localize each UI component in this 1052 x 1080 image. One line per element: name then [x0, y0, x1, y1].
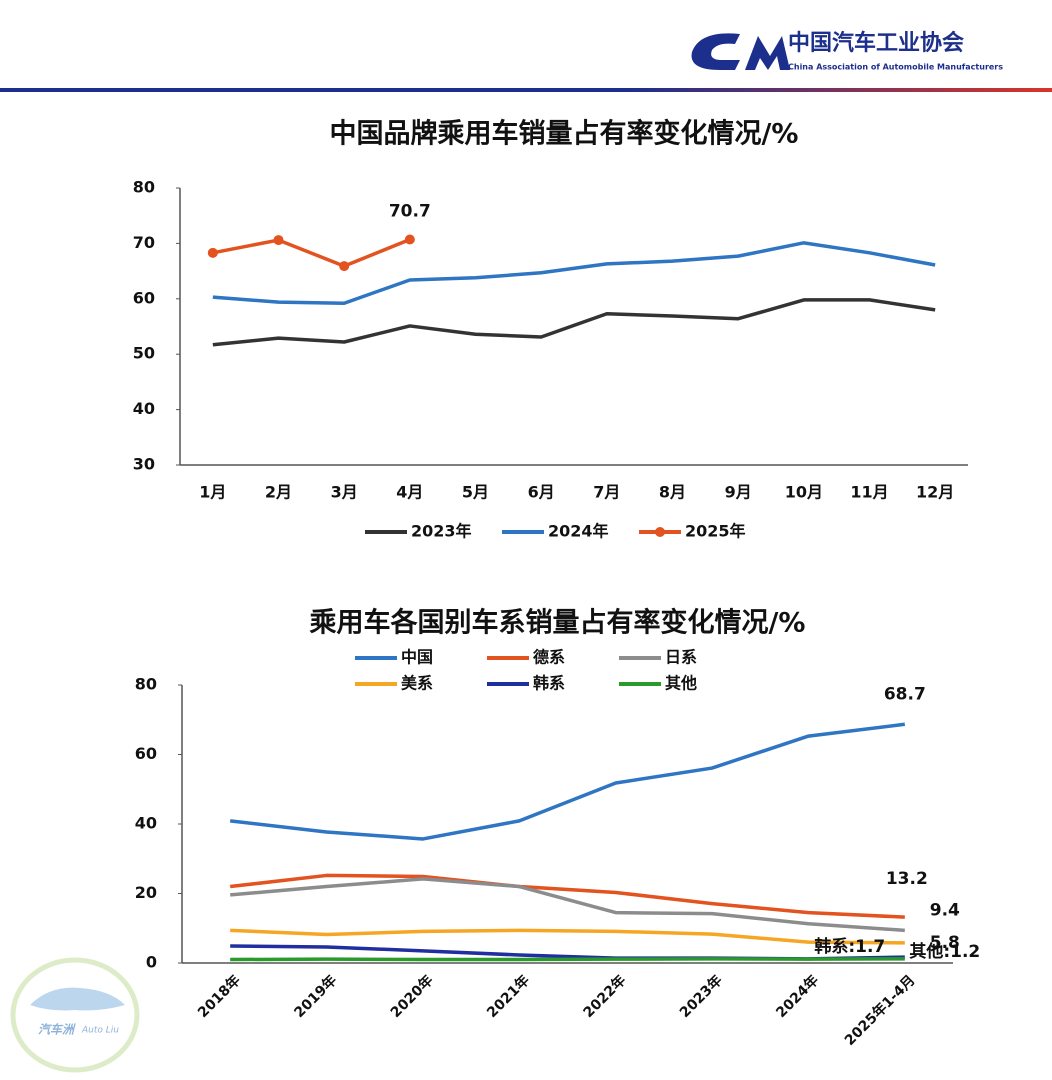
- x-tick-label: 2月: [265, 483, 292, 502]
- legend-label: 日系: [665, 648, 697, 667]
- x-tick-label: 10月: [785, 483, 823, 502]
- data-label: 13.2: [886, 869, 928, 889]
- chart-title: 乘用车各国别车系销量占有率变化情况/%: [309, 607, 806, 639]
- series-line: [229, 873, 905, 919]
- point-marker: [404, 234, 415, 245]
- x-tick-label: 2023年: [676, 972, 725, 1021]
- corner-logo-car: [30, 987, 125, 1011]
- y-tick-label: 70: [133, 233, 155, 252]
- org-name: 中国汽车工业协会: [788, 30, 964, 56]
- x-tick-label: 9月: [725, 483, 752, 502]
- x-tick-label: 2018年: [194, 972, 243, 1021]
- y-tick-label: 40: [133, 399, 155, 418]
- series-line: [229, 722, 906, 841]
- x-tick-label: 3月: [331, 483, 358, 502]
- series-line: [230, 944, 905, 961]
- y-tick-label: 80: [133, 178, 155, 197]
- y-tick-label: 60: [133, 288, 155, 307]
- point-marker: [339, 261, 350, 272]
- point-marker: [273, 235, 284, 246]
- legend-label: 美系: [401, 674, 433, 693]
- x-tick-label: 2022年: [580, 972, 629, 1021]
- data-label: 70.7: [389, 202, 431, 222]
- data-label: 5.8: [930, 933, 960, 953]
- series-line: [212, 298, 936, 347]
- point-marker: [207, 247, 218, 258]
- corner-logo-text-en: Auto Liu: [81, 1026, 119, 1036]
- y-tick-label: 20: [135, 883, 157, 902]
- series-line: [230, 928, 905, 945]
- x-tick-label: 11月: [850, 483, 888, 502]
- data-label: 68.7: [884, 684, 926, 704]
- legend-label: 2025年: [685, 522, 746, 541]
- series-line: [230, 877, 905, 933]
- corner-logo-ring: [10, 957, 140, 1073]
- data-label: 韩系:1.7: [814, 936, 885, 957]
- legend-label: 2023年: [411, 522, 472, 541]
- x-tick-label: 2025年1-4月: [841, 972, 918, 1049]
- x-tick-label: 7月: [593, 483, 620, 502]
- x-tick-label: 12月: [916, 483, 954, 502]
- header-rule: [0, 88, 1052, 92]
- y-tick-label: 80: [135, 675, 157, 694]
- legend-label: 德系: [533, 648, 565, 667]
- series-line: [212, 241, 936, 305]
- y-tick-label: 50: [133, 344, 155, 363]
- chart-title: 中国品牌乘用车销量占有率变化情况/%: [330, 118, 799, 150]
- legend-label: 其他: [665, 674, 697, 693]
- x-tick-label: 2020年: [387, 972, 436, 1021]
- x-tick-label: 5月: [462, 483, 489, 502]
- y-tick-label: 60: [135, 744, 157, 763]
- series-line: [212, 237, 411, 268]
- legend-label: 2024年: [548, 522, 609, 541]
- y-tick-label: 0: [146, 953, 157, 972]
- x-tick-label: 2019年: [291, 972, 340, 1021]
- y-tick-label: 40: [135, 814, 157, 833]
- data-label: 9.4: [930, 900, 960, 920]
- x-tick-label: 2021年: [483, 972, 532, 1021]
- x-tick-label: 1月: [199, 483, 226, 502]
- y-tick-label: 30: [133, 455, 155, 474]
- legend-label: 中国: [401, 648, 433, 667]
- data-label: 其他:1.2: [909, 941, 980, 962]
- header-logo: [691, 33, 790, 70]
- legend-label: 韩系: [533, 674, 565, 693]
- legend-marker: [655, 527, 665, 537]
- x-tick-label: 4月: [396, 483, 423, 502]
- x-tick-label: 6月: [528, 483, 555, 502]
- x-tick-label: 8月: [659, 483, 686, 502]
- x-tick-label: 2024年: [773, 972, 822, 1021]
- org-name-en: China Association of Automobile Manufact…: [788, 63, 1003, 72]
- corner-logo-text: 汽车洲: [38, 1023, 76, 1037]
- series-line: [230, 957, 905, 962]
